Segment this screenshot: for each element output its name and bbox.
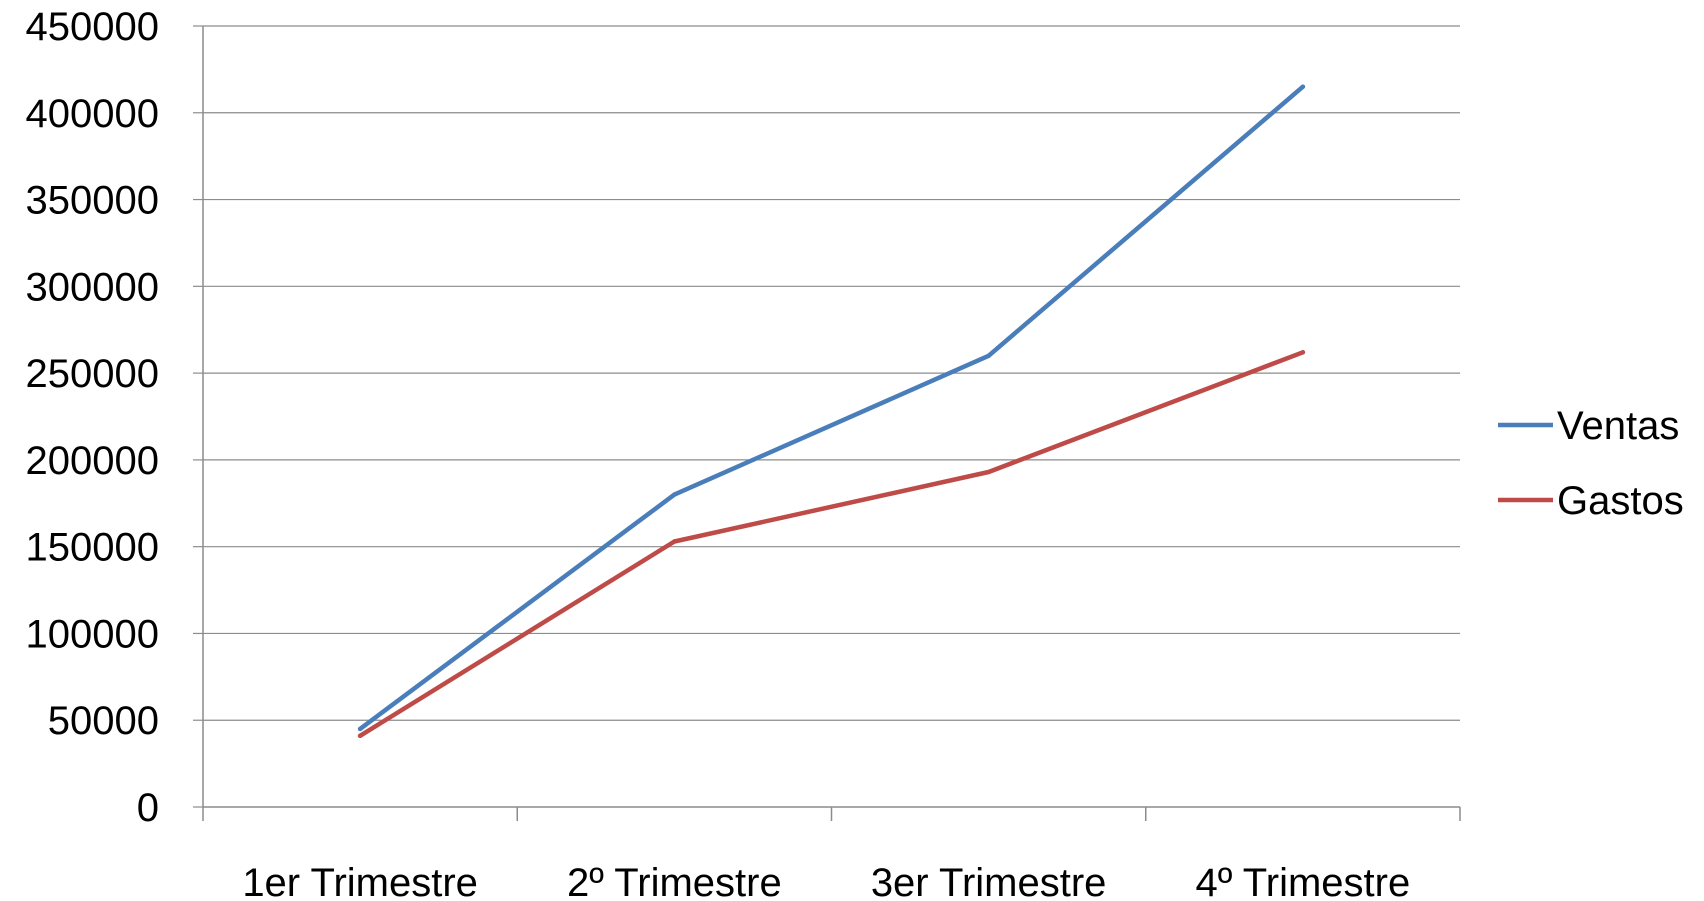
legend-label-gastos: Gastos xyxy=(1557,479,1684,523)
y-tick-label: 200000 xyxy=(26,439,159,483)
y-tick-label: 100000 xyxy=(26,612,159,656)
x-tick-label: 1er Trimestre xyxy=(242,861,478,901)
x-tick-label: 2º Trimestre xyxy=(567,861,782,901)
data-point-gastos xyxy=(672,539,677,544)
legend: Ventas Gastos xyxy=(1498,404,1684,523)
y-tick-label: 50000 xyxy=(48,699,159,743)
data-point-ventas xyxy=(1300,84,1306,89)
y-tick-label: 350000 xyxy=(26,179,159,223)
y-tick-label: 450000 xyxy=(26,5,159,49)
gridlines xyxy=(203,25,1460,721)
data-point-ventas xyxy=(357,726,363,732)
y-tick-label: 150000 xyxy=(26,526,159,570)
y-tick-label: 0 xyxy=(137,786,159,830)
data-point-gastos xyxy=(986,469,991,475)
series-lines xyxy=(357,84,1306,739)
data-point-ventas xyxy=(986,353,991,358)
series-line-gastos xyxy=(357,350,1306,739)
x-tick-label: 4º Trimestre xyxy=(1196,861,1411,901)
data-point-ventas xyxy=(672,492,677,497)
y-tick-label: 250000 xyxy=(26,352,159,396)
legend-label-ventas: Ventas xyxy=(1557,404,1679,448)
y-tick-label: 400000 xyxy=(26,92,159,136)
series-line-ventas xyxy=(357,84,1306,732)
x-tick-label: 3er Trimestre xyxy=(871,861,1107,901)
axes xyxy=(193,25,1461,821)
x-tick-labels: 1er Trimestre 2º Trimestre 3er Trimestre 4º… xyxy=(242,861,1410,901)
y-tick-labels: 0 50000 100000 150000 200000 250000 300000 3500… xyxy=(26,5,159,830)
data-point-gastos xyxy=(1300,350,1306,355)
y-tick-label: 300000 xyxy=(26,265,159,309)
data-point-gastos xyxy=(357,733,363,739)
